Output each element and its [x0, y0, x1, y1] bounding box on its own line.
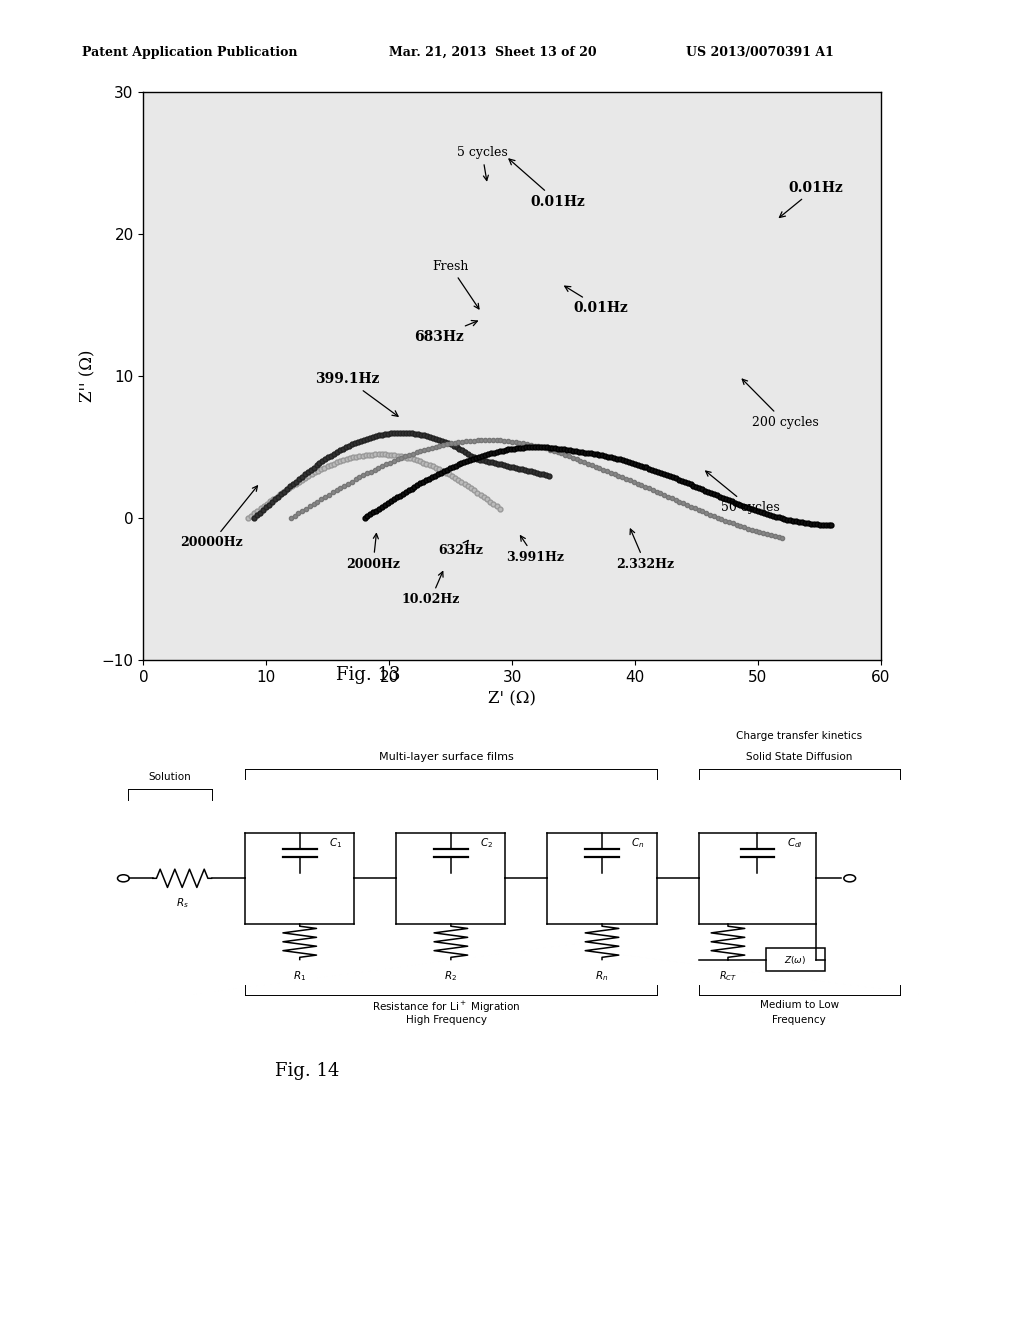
- Bar: [766, 948, 824, 972]
- Text: 683Hz: 683Hz: [414, 321, 477, 343]
- Text: $C_{dl}$: $C_{dl}$: [786, 836, 803, 850]
- Text: $Z(\omega)$: $Z(\omega)$: [784, 953, 806, 965]
- Text: 2.332Hz: 2.332Hz: [616, 529, 675, 570]
- Text: Fig. 13: Fig. 13: [337, 665, 400, 684]
- Text: Resistance for Li$^+$ Migration: Resistance for Li$^+$ Migration: [373, 1001, 521, 1015]
- Text: 2000Hz: 2000Hz: [346, 533, 400, 570]
- Text: Multi-layer surface films: Multi-layer surface films: [379, 751, 514, 762]
- Text: $C_1$: $C_1$: [329, 836, 342, 850]
- Text: Solid State Diffusion: Solid State Diffusion: [746, 751, 853, 762]
- Text: 20000Hz: 20000Hz: [180, 486, 257, 549]
- Text: Solution: Solution: [148, 772, 190, 781]
- Text: Frequency: Frequency: [772, 1015, 826, 1026]
- Text: Mar. 21, 2013  Sheet 13 of 20: Mar. 21, 2013 Sheet 13 of 20: [389, 46, 597, 59]
- Text: 5 cycles: 5 cycles: [457, 147, 508, 181]
- Text: $R_s$: $R_s$: [176, 896, 188, 909]
- Text: $C_n$: $C_n$: [632, 836, 645, 850]
- Text: $C_2$: $C_2$: [480, 836, 494, 850]
- Text: 50 cycles: 50 cycles: [706, 471, 779, 513]
- Text: $R_1$: $R_1$: [293, 970, 306, 983]
- X-axis label: Z' (Ω): Z' (Ω): [488, 690, 536, 708]
- Text: 200 cycles: 200 cycles: [742, 379, 818, 429]
- Text: Fresh: Fresh: [432, 260, 479, 309]
- Text: Fig. 14: Fig. 14: [275, 1061, 339, 1080]
- Text: 399.1Hz: 399.1Hz: [315, 372, 398, 416]
- Text: Charge transfer kinetics: Charge transfer kinetics: [736, 731, 862, 742]
- Text: US 2013/0070391 A1: US 2013/0070391 A1: [686, 46, 834, 59]
- Y-axis label: Z'' (Ω): Z'' (Ω): [79, 350, 96, 403]
- Text: 632Hz: 632Hz: [438, 540, 483, 557]
- Text: 3.991Hz: 3.991Hz: [506, 536, 564, 564]
- Text: Medium to Low: Medium to Low: [760, 1001, 839, 1010]
- Text: $R_n$: $R_n$: [595, 970, 608, 983]
- Text: 0.01Hz: 0.01Hz: [564, 286, 628, 315]
- Text: 0.01Hz: 0.01Hz: [779, 181, 843, 218]
- Text: $R_2$: $R_2$: [444, 970, 458, 983]
- Text: Patent Application Publication: Patent Application Publication: [82, 46, 297, 59]
- Text: 10.02Hz: 10.02Hz: [401, 572, 460, 606]
- Text: High Frequency: High Frequency: [407, 1015, 487, 1026]
- Text: $R_{CT}$: $R_{CT}$: [719, 970, 737, 983]
- Text: 0.01Hz: 0.01Hz: [509, 158, 585, 209]
